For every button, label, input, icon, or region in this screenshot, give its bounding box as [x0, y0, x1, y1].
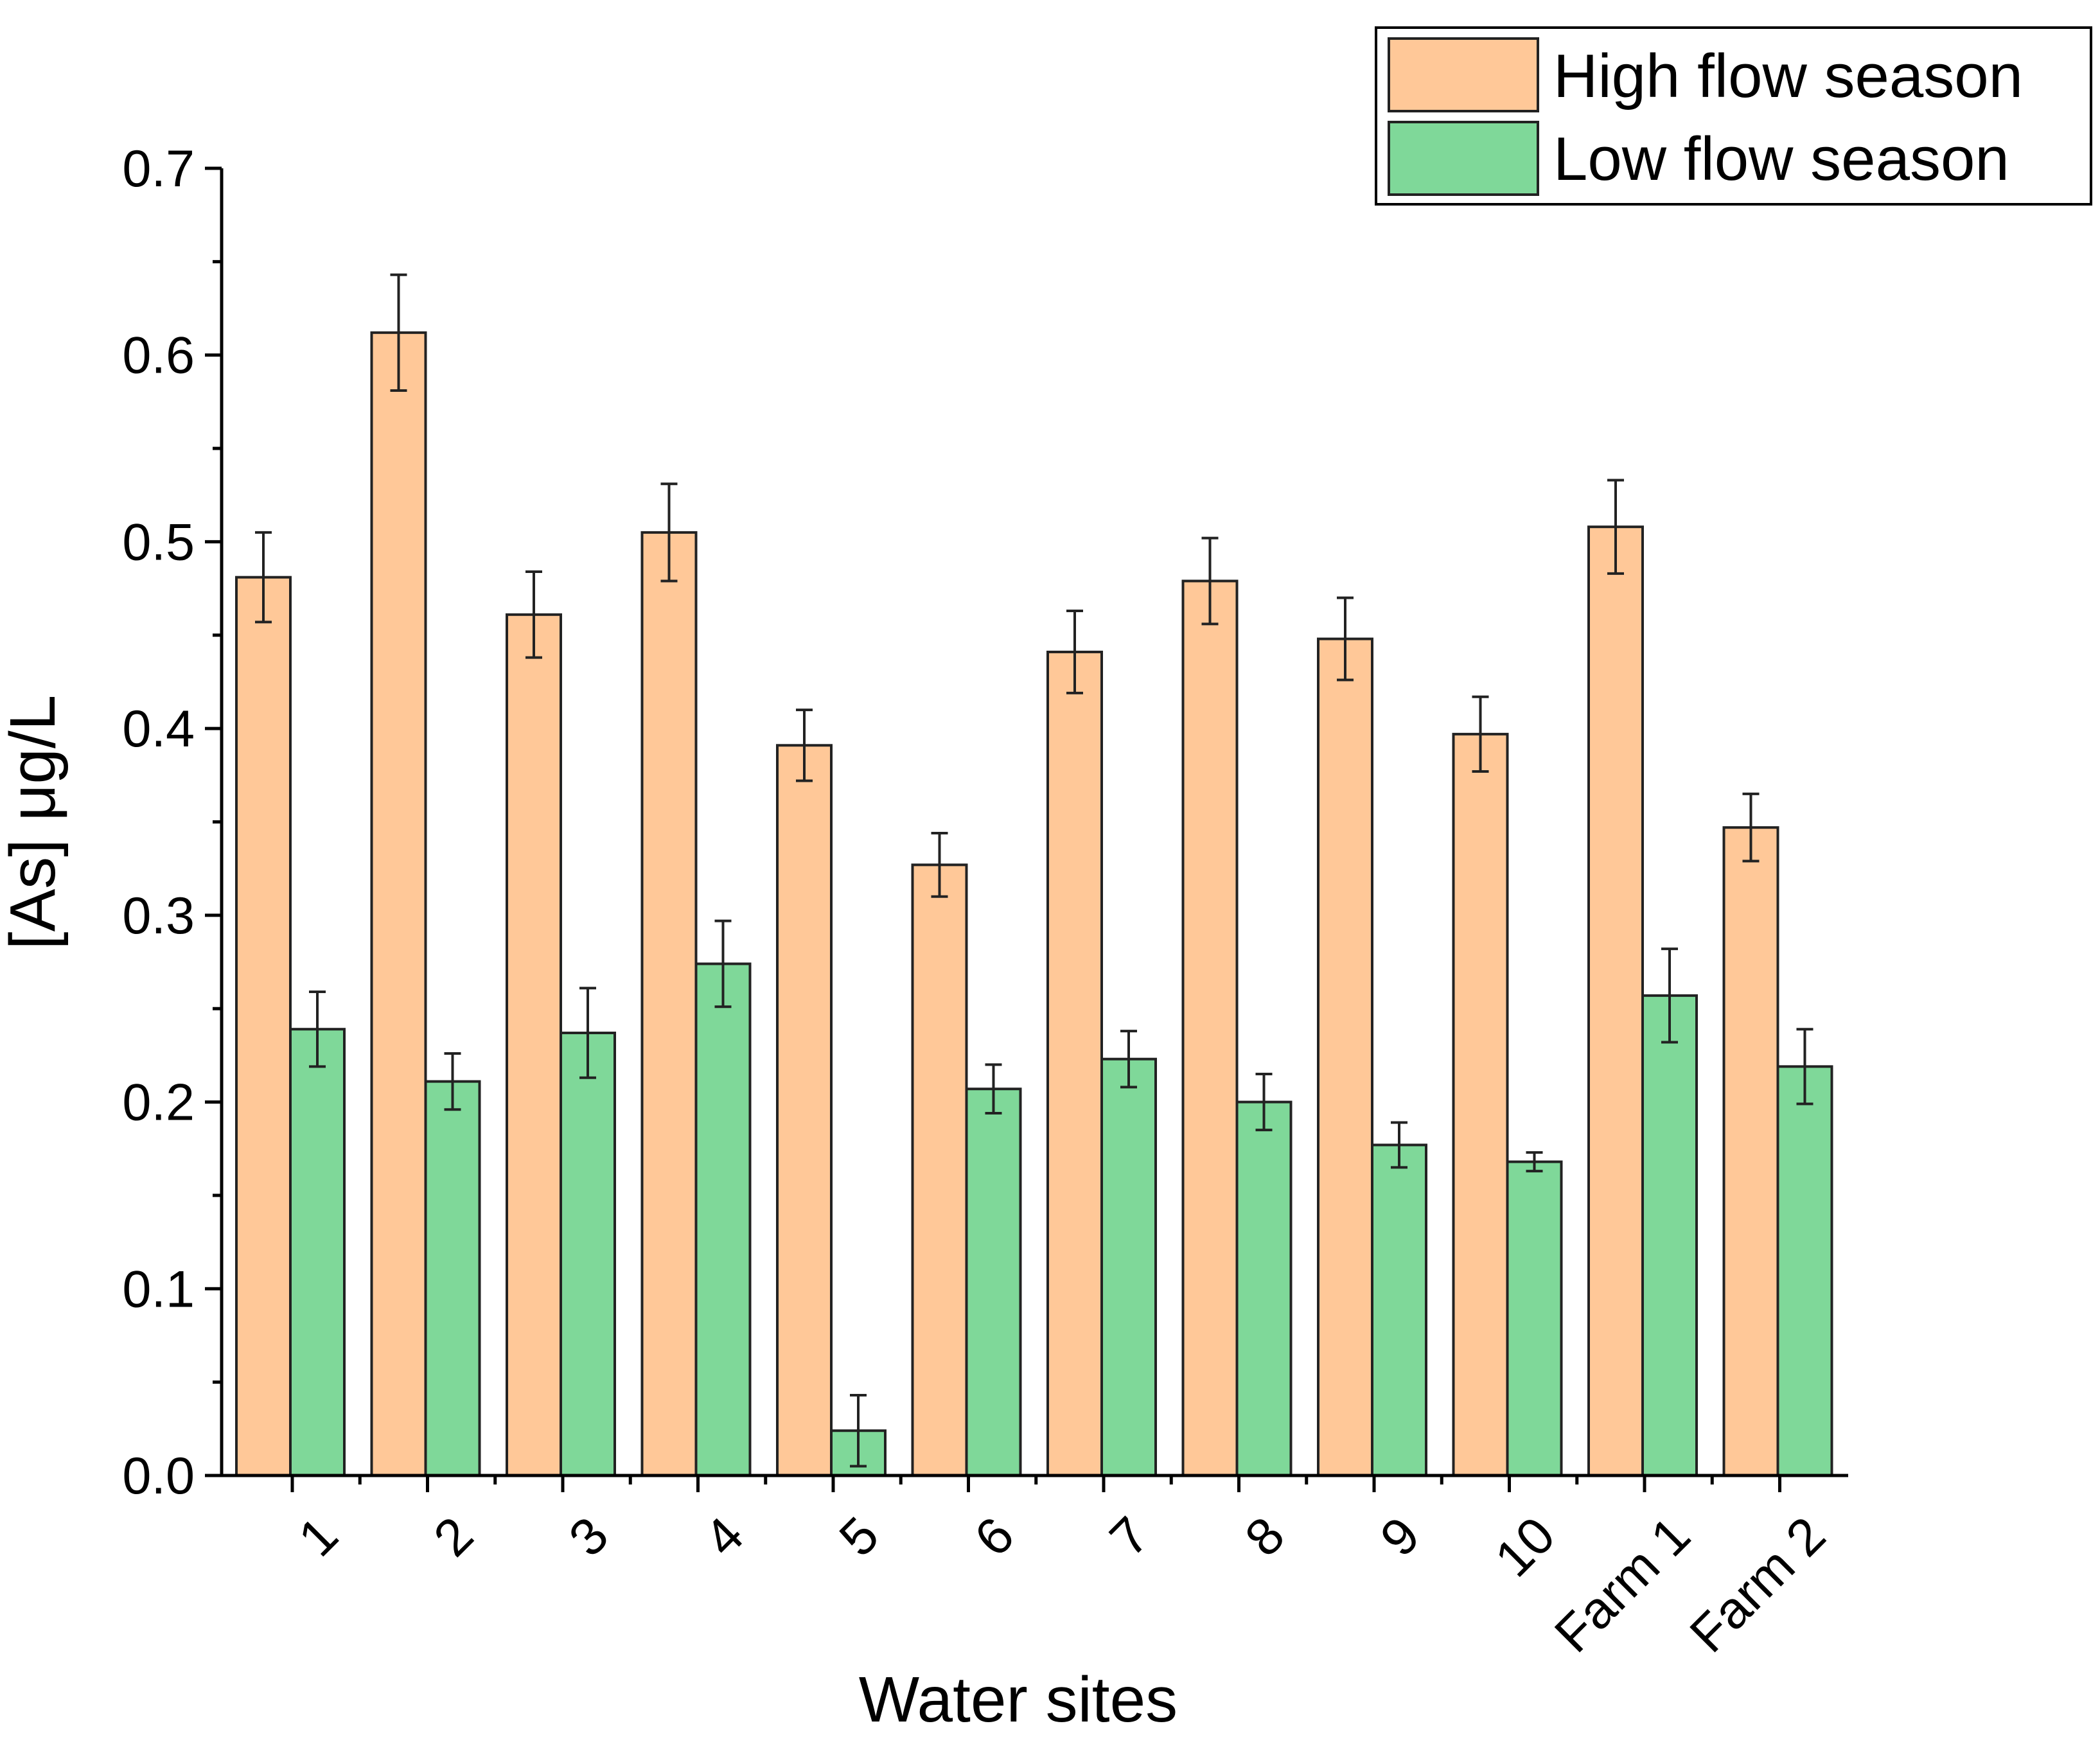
error-bar-high-6	[931, 831, 948, 898]
bar-high-1	[235, 576, 292, 1477]
error-bar-high-8	[1201, 536, 1219, 626]
x-tick-label: Farm 2	[1679, 1506, 1837, 1664]
error-bar-high-11	[1607, 479, 1624, 575]
bar-low-6	[965, 1088, 1022, 1477]
error-bar-low-7	[1120, 1030, 1137, 1089]
bar-low-3	[560, 1032, 616, 1477]
bar-low-10	[1506, 1160, 1563, 1477]
error-bar-high-5	[796, 709, 813, 782]
x-tick-label: 9	[1370, 1506, 1431, 1568]
y-tick-label: 0.1	[122, 1260, 195, 1318]
error-bar-low-6	[985, 1063, 1002, 1115]
error-bar-high-4	[660, 482, 678, 583]
x-tick-label: 8	[1234, 1506, 1296, 1568]
bar-high-10	[1452, 732, 1509, 1477]
error-bar-high-9	[1337, 596, 1354, 682]
bar-low-1	[289, 1028, 346, 1477]
legend-label-high-flow: High flow season	[1553, 42, 2023, 110]
error-bars-layer	[255, 273, 1813, 1468]
error-bar-high-3	[525, 570, 542, 659]
y-tick-label: 0.7	[122, 140, 195, 198]
bar-low-9	[1371, 1143, 1427, 1477]
x-tick-label: 4	[693, 1506, 755, 1568]
error-bar-low-2	[444, 1052, 461, 1111]
bar-high-5	[776, 744, 833, 1477]
bar-high-7	[1046, 650, 1103, 1477]
bar-high-9	[1317, 637, 1373, 1477]
bar-high-11	[1587, 525, 1644, 1477]
x-tick-label: 7	[1099, 1506, 1161, 1568]
y-tick-label: 0.2	[122, 1074, 195, 1132]
error-bar-low-11	[1661, 947, 1678, 1044]
bar-high-6	[911, 863, 968, 1477]
x-axis-title: Water sites	[859, 1664, 1178, 1736]
legend-swatch-high-flow	[1388, 37, 1539, 112]
error-bar-high-10	[1472, 695, 1489, 773]
error-bar-high-1	[255, 531, 272, 624]
error-bar-high-7	[1066, 609, 1083, 694]
error-bar-low-1	[309, 991, 326, 1068]
x-tick-label: 6	[964, 1506, 1025, 1568]
y-axis-title: [As] μg/L	[0, 695, 69, 950]
y-tick-label: 0.6	[122, 327, 195, 385]
x-tick-label: 2	[423, 1506, 484, 1568]
bar-high-12	[1722, 826, 1779, 1477]
y-tick-label: 0.3	[122, 887, 195, 945]
x-tick-label: 1	[288, 1506, 349, 1568]
y-tick-label: 0.5	[122, 513, 195, 571]
error-bar-low-8	[1255, 1072, 1273, 1132]
error-bar-high-2	[390, 273, 407, 392]
error-bar-low-5	[850, 1393, 867, 1468]
error-bar-low-12	[1796, 1028, 1813, 1105]
bar-low-8	[1235, 1100, 1293, 1477]
error-bar-low-3	[579, 987, 596, 1079]
legend-label-low-flow: Low flow season	[1553, 125, 2009, 193]
legend: High flow season Low flow season	[1375, 26, 2092, 206]
y-ticks: 0.0 0.1 0.2 0.3 0.4 0.5 0.6 0.7	[122, 140, 222, 1505]
error-bar-low-4	[714, 919, 732, 1009]
bar-high-2	[370, 331, 427, 1477]
bars-layer	[235, 331, 1833, 1477]
bar-low-11	[1641, 994, 1698, 1477]
bar-high-4	[640, 531, 698, 1477]
x-tick-label: 5	[829, 1506, 890, 1568]
bar-high-8	[1181, 579, 1239, 1477]
error-bar-low-9	[1391, 1121, 1407, 1169]
x-tick-label: 10	[1485, 1506, 1566, 1588]
error-bar-low-10	[1526, 1151, 1543, 1173]
bar-low-2	[424, 1080, 481, 1477]
bar-low-4	[694, 962, 752, 1477]
x-tick-label: 3	[558, 1506, 620, 1568]
legend-swatch-low-flow	[1388, 121, 1539, 196]
bar-low-7	[1100, 1057, 1157, 1477]
bar-low-12	[1776, 1065, 1833, 1477]
x-tick-label: Farm 1	[1544, 1506, 1701, 1664]
y-tick-label: 0.4	[122, 700, 195, 758]
y-tick-label: 0.0	[122, 1447, 195, 1505]
bar-high-3	[506, 613, 562, 1477]
error-bar-high-12	[1742, 792, 1760, 863]
